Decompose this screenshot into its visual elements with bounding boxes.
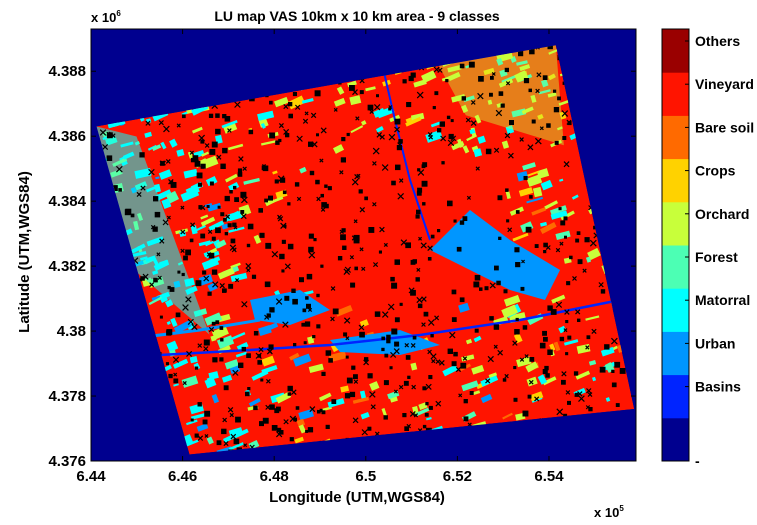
y-tick-label: 4.382 bbox=[48, 258, 86, 275]
x-tick-label: 6.44 bbox=[76, 468, 106, 485]
plot-frame bbox=[90, 28, 637, 462]
x-exponent-base: x 10 bbox=[594, 505, 619, 520]
colorbar-band bbox=[662, 245, 689, 289]
y-tick-label: 4.378 bbox=[48, 388, 86, 405]
reservoir bbox=[430, 210, 560, 300]
chart-title: LU map VAS 10km x 10 km area - 9 classes bbox=[214, 8, 500, 24]
plot-area bbox=[90, 28, 637, 462]
y-axis-ticks: 4.376 4.378 4.38 4.382 4.384 4.386 4.388 bbox=[48, 63, 636, 470]
colorbar-label: Crops bbox=[695, 163, 736, 179]
x-axis-ticks: 6.44 6.46 6.48 6.5 6.52 6.54 bbox=[76, 29, 564, 485]
x-tick-label: 6.48 bbox=[260, 468, 289, 485]
y-tick-label: 4.388 bbox=[48, 63, 86, 80]
x-tick-label: 6.54 bbox=[534, 468, 564, 485]
colorbar-label: Matorral bbox=[695, 292, 750, 308]
y-tick-label: 4.376 bbox=[48, 453, 86, 470]
colorbar-frame bbox=[661, 28, 690, 462]
colorbar-label: Others bbox=[695, 33, 740, 49]
y-tick-label: 4.384 bbox=[48, 193, 86, 210]
colorbar-label: Orchard bbox=[695, 206, 749, 222]
colorbar-band bbox=[662, 158, 689, 203]
colorbar-band bbox=[662, 331, 689, 376]
y-exponent-power: 6 bbox=[116, 9, 121, 18]
colorbar: - Basins Urban Matorral Forest Orchard Crops Ba… bbox=[661, 28, 754, 469]
x-axis-exponent: x 105 bbox=[594, 504, 624, 520]
colorbar-label: Basins bbox=[695, 379, 741, 395]
y-axis-label: Latitude (UTM,WGS84) bbox=[16, 171, 33, 333]
x-tick-label: 6.5 bbox=[355, 468, 376, 485]
x-tick-label: 6.52 bbox=[443, 468, 472, 485]
colorbar-band bbox=[662, 115, 689, 160]
colorbar-label: Forest bbox=[695, 249, 738, 265]
colorbar-band bbox=[662, 417, 689, 462]
colorbar-band bbox=[662, 374, 689, 419]
colorbar-label: Vineyard bbox=[695, 76, 754, 92]
colorbar-band bbox=[662, 72, 689, 116]
y-tick-label: 4.386 bbox=[48, 128, 86, 145]
y-axis-exponent: x 106 bbox=[91, 9, 121, 25]
colorbar-band bbox=[662, 201, 689, 246]
x-exponent-power: 5 bbox=[619, 504, 624, 513]
x-axis-label: Longitude (UTM,WGS84) bbox=[269, 489, 445, 506]
y-exponent-base: x 10 bbox=[91, 10, 116, 25]
colorbar-label: - bbox=[695, 453, 700, 469]
river bbox=[159, 298, 621, 357]
colorbar-band bbox=[662, 29, 689, 73]
colorbar-label: Bare soil bbox=[695, 119, 754, 135]
colorbar-label: Urban bbox=[695, 335, 735, 351]
y-tick-label: 4.38 bbox=[57, 323, 86, 340]
x-tick-label: 6.46 bbox=[168, 468, 197, 485]
colorbar-band bbox=[662, 288, 689, 332]
